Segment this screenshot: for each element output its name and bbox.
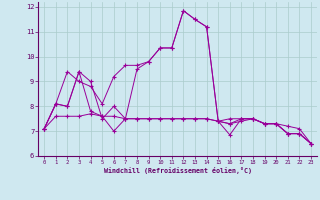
X-axis label: Windchill (Refroidissement éolien,°C): Windchill (Refroidissement éolien,°C) [104, 167, 252, 174]
